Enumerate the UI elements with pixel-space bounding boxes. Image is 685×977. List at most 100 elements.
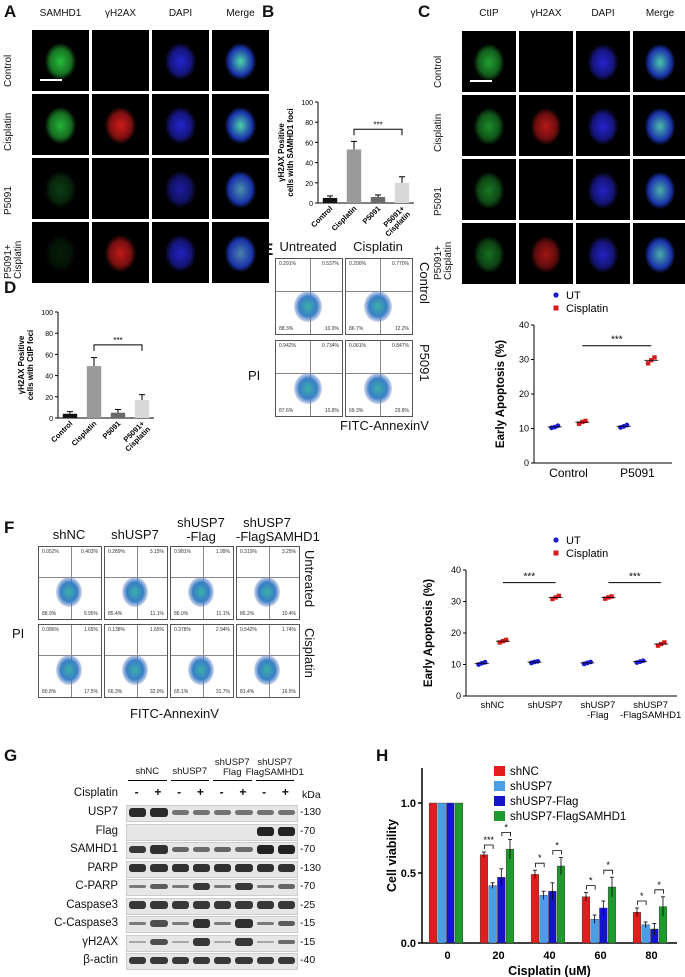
- lane-group-underline: [170, 780, 209, 781]
- quadrant-ll: 66.3%: [108, 689, 123, 695]
- blot-band: [235, 863, 253, 873]
- micrograph-tile: [633, 31, 685, 92]
- row-label-line: P5091: [433, 187, 444, 216]
- data-point-cisplatin: [497, 640, 502, 645]
- quadrant-lr: 17.5%: [83, 689, 98, 695]
- y-tick-label: 40: [451, 565, 461, 575]
- treatment-sign: -: [219, 785, 224, 799]
- marker-label: -70: [300, 880, 316, 892]
- significance-label: *: [657, 880, 661, 890]
- quadrant-lr: 16.5%: [281, 689, 296, 695]
- blot-band: [235, 956, 253, 965]
- category-label-line: P5091: [101, 419, 123, 441]
- blot-band: [277, 826, 295, 836]
- y-axis-label: Early Apoptosis (%): [495, 340, 507, 448]
- cell-population: [56, 577, 83, 608]
- blot-band: [256, 956, 274, 965]
- cell-nucleus: [158, 100, 203, 149]
- x-tick-label: 0: [444, 950, 450, 962]
- blot-band: [192, 919, 210, 928]
- blot-strip: [126, 934, 298, 952]
- quadrant-ur: 1.65%: [83, 627, 98, 633]
- category-label-line: -FlagSAMHD1: [620, 710, 681, 721]
- cell-nucleus: [98, 100, 143, 149]
- quadrant-ul: 0.378%: [174, 627, 191, 633]
- flow-y-axis-label: PI: [12, 626, 25, 641]
- blot-band: [192, 863, 210, 873]
- y-tick-label: 0: [524, 458, 529, 468]
- blot-band: [129, 941, 147, 943]
- flow-column-label-line: shUSP7: [177, 515, 225, 530]
- blot-band: [256, 941, 274, 943]
- data-point-cisplatin: [652, 355, 657, 360]
- y-tick-label: 60: [45, 352, 53, 359]
- quadrant-lr: 10.8%: [324, 408, 339, 414]
- blot-band: [192, 847, 210, 852]
- category-label: shUSP7 -FlagSAMHD1: [620, 700, 681, 721]
- y-tick-label: 20: [305, 181, 313, 188]
- cell-population: [122, 577, 149, 608]
- data-point-ut: [482, 659, 488, 665]
- blot-band: [235, 882, 253, 891]
- blot-band: [256, 921, 274, 926]
- micrograph-tile: [462, 31, 516, 92]
- blot-band: [129, 808, 147, 817]
- row-label: Cisplatin: [3, 113, 14, 151]
- blot-label-0: USP7: [87, 806, 118, 818]
- y-tick-label: 30: [519, 355, 529, 365]
- blot-band: [214, 884, 232, 889]
- cell-nucleus: [525, 101, 567, 150]
- significance-label: *: [555, 841, 559, 851]
- micrograph-tile: [92, 30, 149, 91]
- significance-label: *: [538, 853, 542, 863]
- quadrant-ur: 1.99%: [215, 549, 230, 555]
- legend-swatch-1: [494, 781, 505, 791]
- cell-nucleus: [468, 37, 510, 86]
- blot-strip: [126, 860, 298, 878]
- significance-bracket: [552, 850, 562, 855]
- category-label-line: shNC: [480, 700, 504, 711]
- blot-band: [129, 901, 147, 909]
- quadrant-ur: 0.734%: [322, 343, 339, 349]
- marker-label: -70: [300, 824, 316, 837]
- micrograph-tile: [152, 222, 209, 283]
- cell-population: [254, 655, 281, 686]
- cell-nucleus: [639, 101, 681, 150]
- category-label: Control: [549, 466, 588, 480]
- quadrant-ul: 0.052%: [42, 549, 59, 555]
- lane-group-underline: [255, 780, 294, 781]
- blot-band: [235, 938, 253, 946]
- quadrant-lr: 32.0%: [149, 689, 164, 695]
- channel-header: DAPI: [591, 8, 615, 19]
- row-label: Cisplatin: [433, 114, 444, 152]
- blot-band: [171, 847, 189, 852]
- micrograph-tile: [212, 222, 269, 283]
- panel-label-h: H: [376, 746, 389, 765]
- legend-label-cisplatin: Cisplatin: [566, 548, 608, 560]
- y-tick-label: 40: [305, 161, 313, 168]
- blot-strip: [126, 823, 298, 841]
- blot-band: [171, 884, 189, 889]
- y-tick-label: 40: [45, 374, 53, 381]
- quadrant-ll: 88.9%: [42, 611, 57, 617]
- blot-band: [256, 884, 274, 889]
- blot-band: [129, 884, 147, 889]
- blot-label-2: SAMHD1: [70, 843, 118, 855]
- marker-label: -15: [300, 917, 316, 929]
- micrograph-tile: [152, 158, 209, 219]
- legend-label-3: shUSP7-FlagSAMHD1: [510, 811, 626, 823]
- blot-band: [192, 810, 210, 815]
- blot-band: [256, 901, 274, 909]
- quadrant-lr: 12.2%: [394, 326, 409, 332]
- legend-label-1: shUSP7: [510, 781, 552, 793]
- treatment-sign: -: [177, 785, 182, 799]
- flow-row-label: Untreated: [302, 550, 317, 608]
- blot-band: [256, 826, 274, 836]
- blot-band: [192, 882, 210, 891]
- blot-band: [214, 901, 232, 909]
- cell-nucleus: [525, 229, 567, 278]
- data-point-cisplatin: [655, 643, 661, 648]
- quadrant-ul: 0.290%: [349, 261, 366, 267]
